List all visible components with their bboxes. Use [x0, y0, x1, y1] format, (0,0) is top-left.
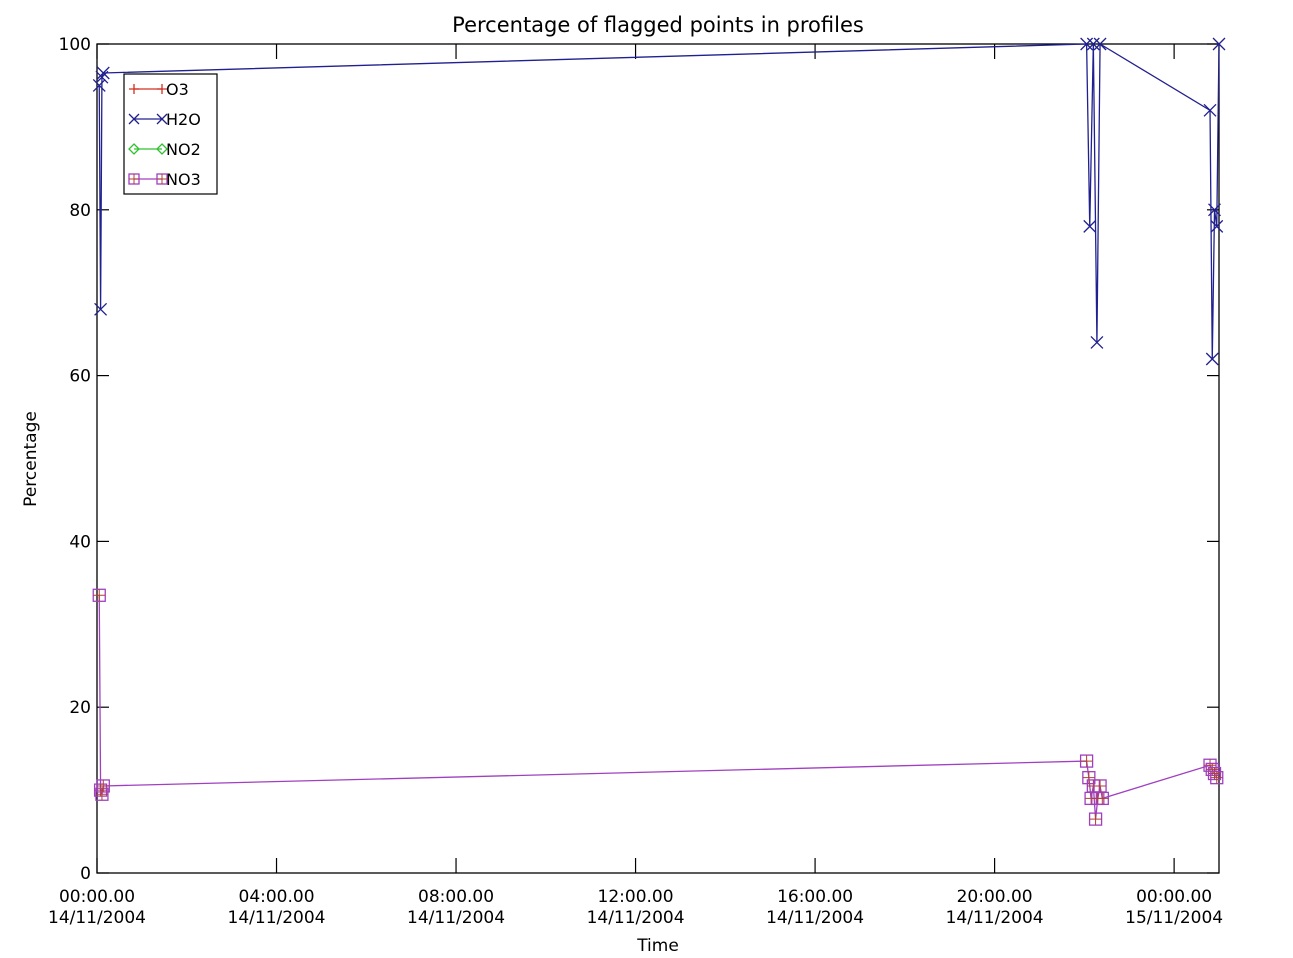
point-square-cross	[157, 174, 167, 184]
point-square	[1079, 754, 1094, 768]
point-plus	[157, 84, 167, 94]
point-square	[1082, 771, 1096, 785]
point-square	[1093, 779, 1107, 793]
point-square-cross	[1082, 771, 1095, 784]
point-square	[1095, 791, 1109, 806]
point-diamond	[128, 143, 140, 155]
x-tick-label-date: 15/11/2004	[1125, 908, 1223, 928]
point-x	[1203, 103, 1217, 117]
legend-label: NO3	[166, 170, 201, 189]
point-square	[128, 173, 140, 185]
x-tick-label-time: 00:00.00	[1136, 887, 1212, 907]
legend-item-no3: NO3	[128, 170, 201, 189]
point-square	[92, 588, 106, 602]
point-x	[1205, 352, 1219, 366]
x-tick-label-date: 14/11/2004	[587, 908, 685, 928]
point-x	[1083, 219, 1097, 233]
point-square-cross	[95, 788, 108, 801]
legend-item-o3: O3	[129, 80, 189, 99]
point-x	[94, 302, 108, 316]
point-x	[128, 113, 140, 125]
y-axis-label: Percentage	[21, 411, 41, 507]
series-line-h2o	[98, 42, 1220, 360]
point-x	[1086, 37, 1100, 51]
legend: O3 H2O NO2 NO3	[123, 73, 218, 195]
x-tick-label-time: 16:00.00	[777, 887, 853, 907]
y-tick-label: 60	[69, 367, 91, 387]
chart-title: Percentage of flagged points in profiles	[452, 13, 864, 37]
point-square-cross	[129, 174, 139, 184]
legend-item-h2o: H2O	[128, 110, 201, 129]
point-x	[1210, 219, 1224, 233]
y-tick-label: 40	[69, 532, 91, 552]
x-tick-label-date: 14/11/2004	[407, 908, 505, 928]
point-square-cross	[1096, 792, 1109, 805]
x-axis-label: Time	[636, 936, 679, 956]
x-tick-label-time: 04:00.00	[239, 887, 315, 907]
point-square	[96, 779, 110, 793]
point-x	[1212, 37, 1226, 51]
point-square-cross	[1210, 771, 1223, 784]
x-tick-label-time: 08:00.00	[418, 887, 494, 907]
point-square	[1210, 771, 1224, 785]
x-tick-label-date: 14/11/2004	[766, 908, 864, 928]
point-diamond	[156, 143, 168, 155]
point-square	[95, 787, 109, 801]
point-square-cross	[93, 589, 106, 602]
x-tick-label-time: 00:00.00	[59, 887, 135, 907]
legend-label: NO2	[166, 140, 201, 159]
point-square-cross	[1089, 813, 1102, 826]
y-tick-label: 20	[69, 698, 91, 718]
x-tick-label-time: 20:00.00	[957, 887, 1033, 907]
point-square-cross	[97, 779, 110, 792]
x-tick-label-date: 14/11/2004	[48, 908, 146, 928]
point-x	[96, 66, 110, 80]
y-tick-label: 80	[69, 201, 91, 221]
series-line-no3	[98, 595, 1218, 820]
point-square-cross	[1080, 755, 1093, 768]
plot-frame	[96, 43, 1220, 874]
point-square	[156, 173, 168, 185]
axes: 02040608010000:00.0014/11/200404:00.0014…	[48, 35, 1223, 928]
series-no3	[92, 588, 1224, 826]
point-x	[1208, 203, 1221, 217]
point-square-cross	[1094, 779, 1107, 792]
point-square	[1088, 812, 1103, 826]
point-x	[92, 78, 106, 92]
series-layer	[92, 37, 1226, 826]
x-tick-label-date: 14/11/2004	[228, 908, 326, 928]
x-tick-label-time: 12:00.00	[598, 887, 674, 907]
point-plus	[129, 84, 139, 94]
legend-label: H2O	[166, 110, 201, 129]
point-x	[95, 70, 109, 84]
legend-item-no2: NO2	[128, 140, 201, 159]
legend-label: O3	[166, 80, 189, 99]
x-tick-label-date: 14/11/2004	[946, 908, 1044, 928]
point-x	[1093, 37, 1107, 51]
y-tick-label: 0	[80, 864, 91, 884]
point-x	[1080, 37, 1094, 51]
point-x	[1090, 335, 1104, 349]
series-h2o	[92, 37, 1226, 366]
point-x	[156, 113, 168, 125]
y-tick-label: 100	[59, 35, 91, 55]
